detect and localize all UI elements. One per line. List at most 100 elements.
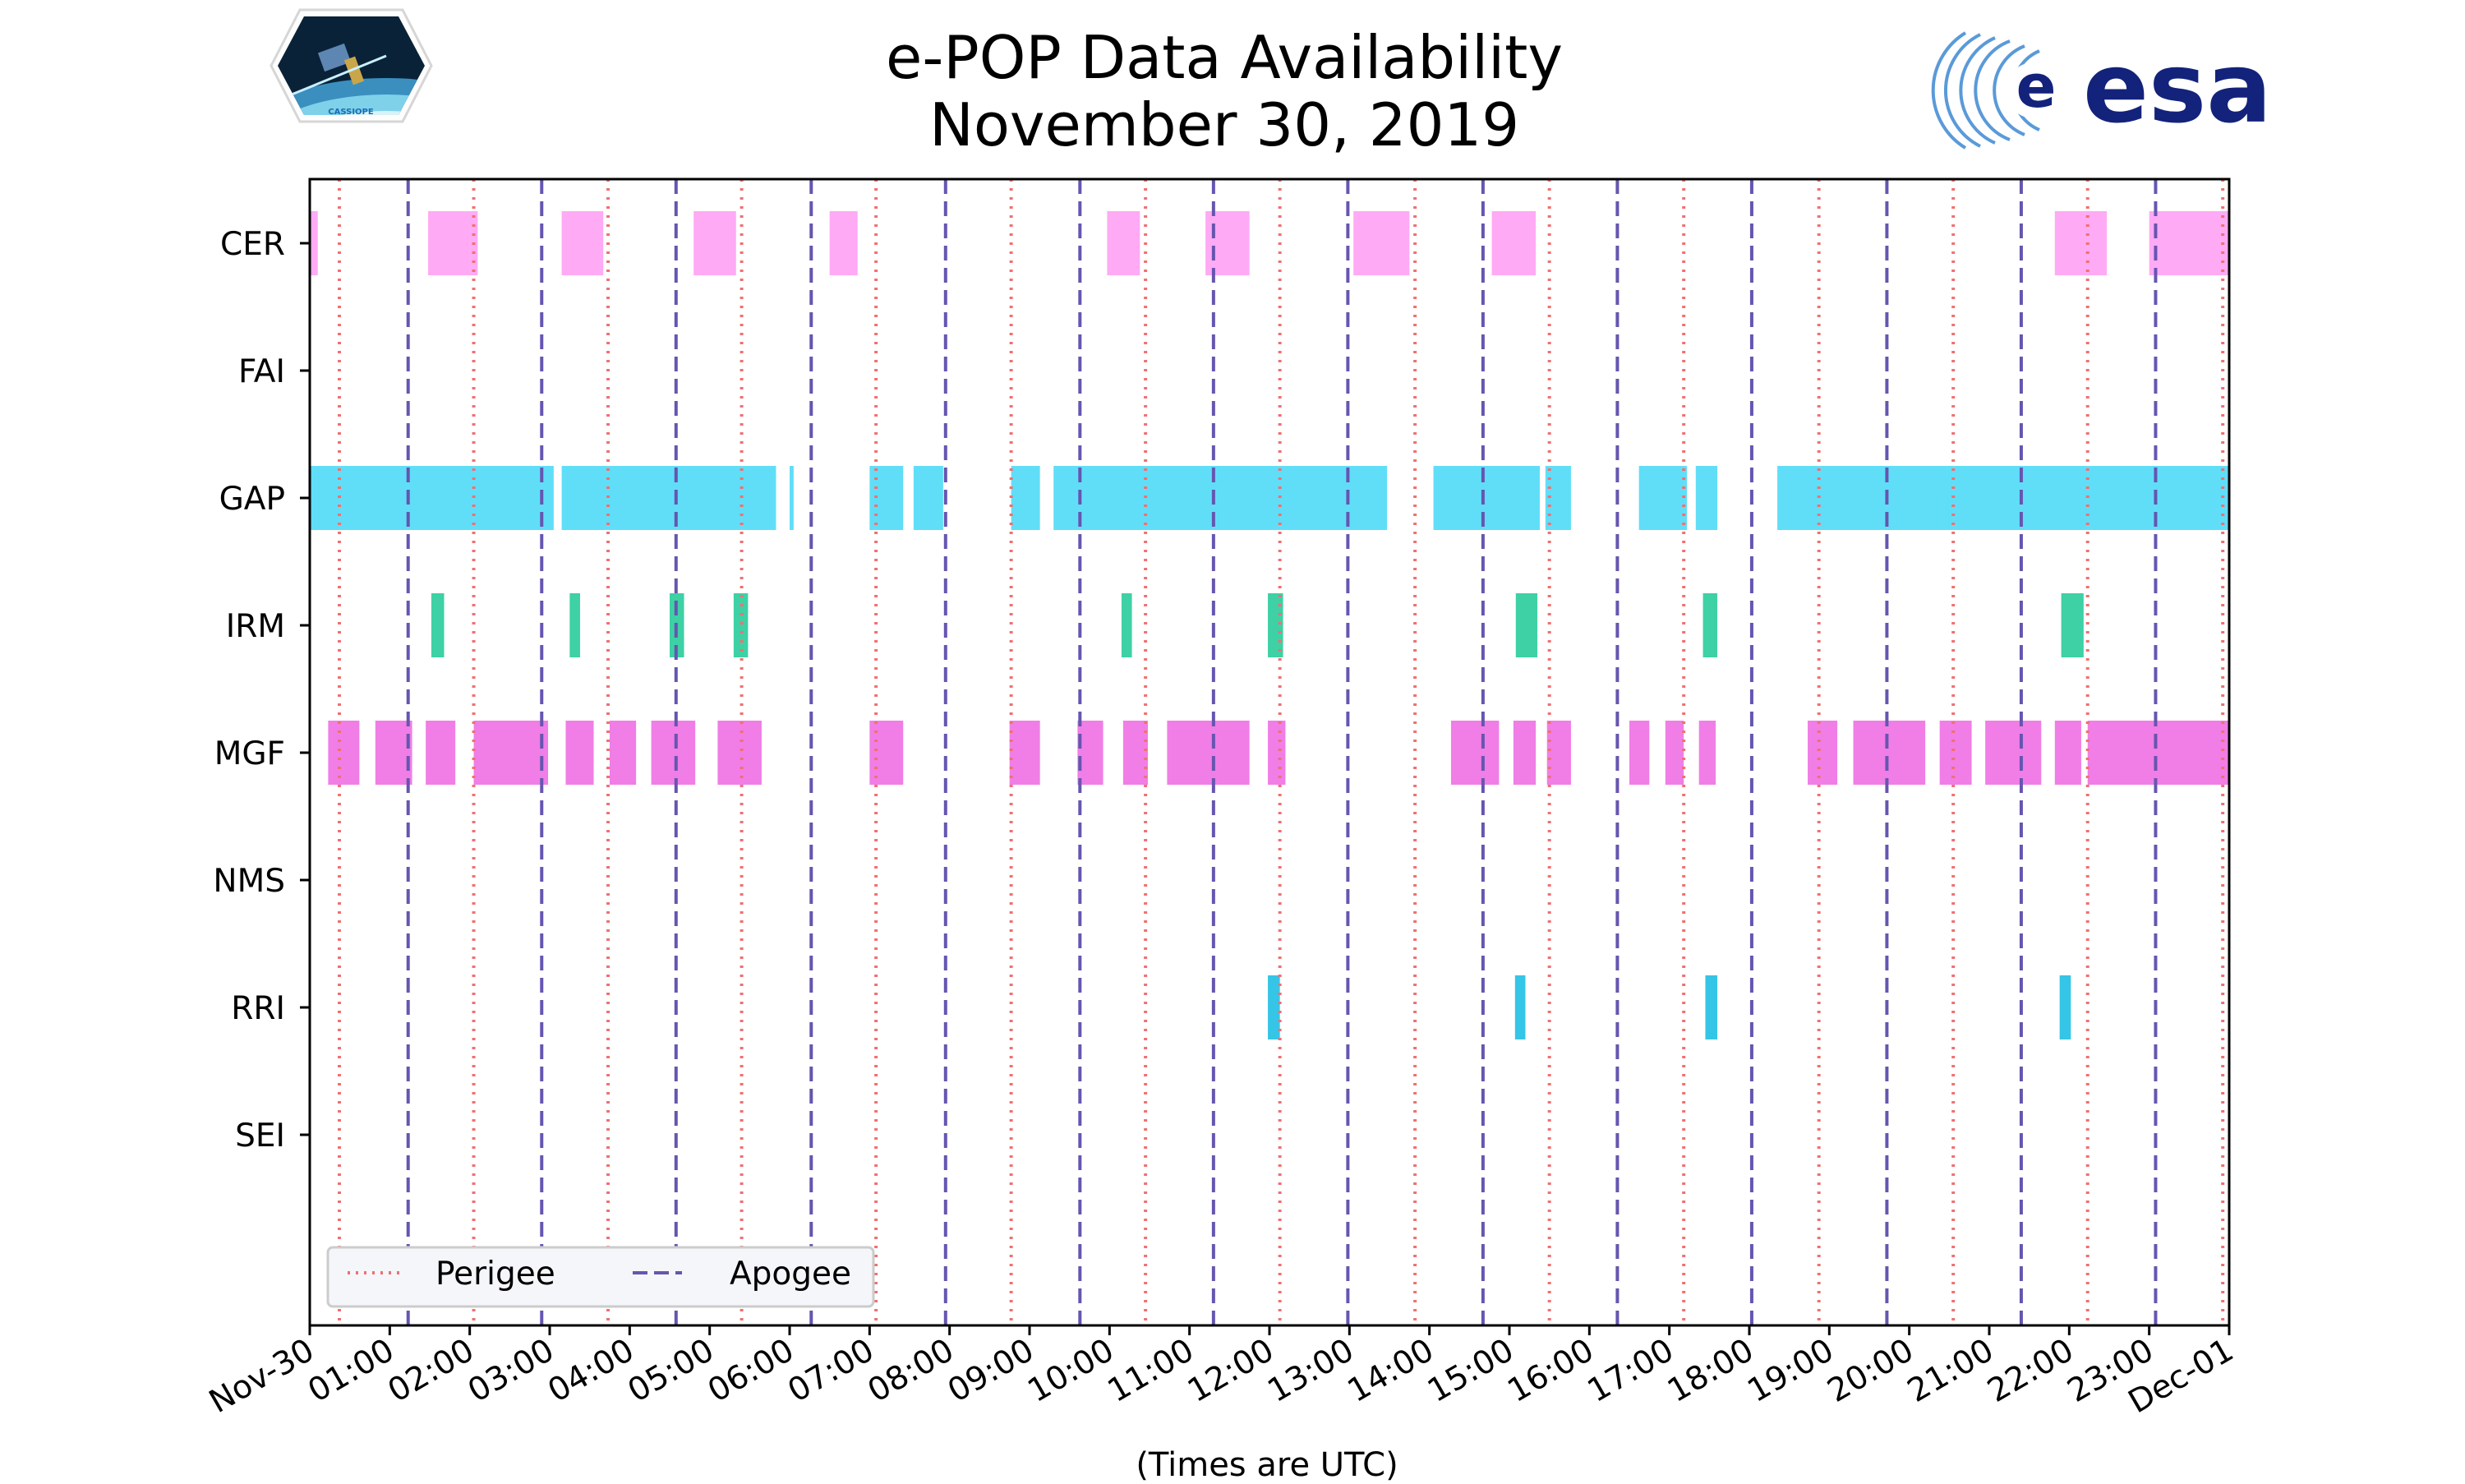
- x-tick-label-21: 21:00: [1901, 1332, 2000, 1410]
- x-tick-label-7: 07:00: [781, 1332, 880, 1410]
- legend-box: [326, 1246, 875, 1308]
- bar-gap-6: [1053, 466, 1388, 530]
- bar-gap-10: [1695, 466, 1718, 530]
- x-tick-label-4: 04:00: [541, 1332, 640, 1410]
- x-tick-label-22: 22:00: [1981, 1332, 2080, 1410]
- legend-perigee-label: Perigee: [435, 1256, 555, 1293]
- x-tick-label-15: 15:00: [1421, 1332, 1520, 1410]
- bar-mgf-16: [1546, 721, 1571, 785]
- bar-mgf-9: [1009, 721, 1040, 785]
- bar-mgf-5: [610, 721, 637, 785]
- bar-mgf-10: [1077, 721, 1103, 785]
- y-tick-label-rri: RRI: [231, 990, 285, 1027]
- x-tick-label-19: 19:00: [1741, 1332, 1840, 1410]
- x-tick-label-12: 12:00: [1182, 1332, 1280, 1410]
- bar-mgf-3: [473, 721, 549, 785]
- bar-irm-3: [733, 593, 749, 657]
- legend-apogee-label: Apogee: [730, 1256, 851, 1293]
- legend: Perigee Apogee: [326, 1246, 875, 1308]
- bar-gap-1: [561, 466, 776, 530]
- bar-gap-4: [913, 466, 943, 530]
- bar-mgf-7: [717, 721, 762, 785]
- bar-cer-6: [1205, 211, 1250, 275]
- bar-mgf-12: [1167, 721, 1250, 785]
- bar-mgf-15: [1513, 721, 1537, 785]
- bar-mgf-17: [1629, 721, 1650, 785]
- orbit-event-lines: [338, 179, 2225, 1325]
- bar-mgf-13: [1268, 721, 1286, 785]
- bar-cer-5: [1107, 211, 1140, 275]
- x-tick-label-3: 03:00: [462, 1332, 560, 1410]
- bar-gap-7: [1433, 466, 1540, 530]
- bar-cer-4: [829, 211, 858, 275]
- bar-mgf-21: [1853, 721, 1926, 785]
- bar-gap-5: [1011, 466, 1040, 530]
- bar-irm-0: [431, 593, 445, 657]
- bar-mgf-25: [2087, 721, 2229, 785]
- bar-irm-8: [2061, 593, 2084, 657]
- x-tick-label-11: 11:00: [1102, 1332, 1200, 1410]
- y-tick-label-mgf: MGF: [214, 735, 285, 772]
- bar-rri-0: [1268, 975, 1280, 1039]
- y-tick-label-sei: SEI: [235, 1118, 285, 1154]
- interval-bars: [310, 211, 2229, 1039]
- bar-mgf-11: [1122, 721, 1149, 785]
- bar-cer-9: [2054, 211, 2108, 275]
- plot-area: CER FAI GAP IRM MGF NMS RRI SEI Nov-3001:0002:0…: [203, 177, 2240, 1421]
- x-tick-label-18: 18:00: [1661, 1332, 1760, 1410]
- bar-rri-3: [2059, 975, 2071, 1039]
- x-tick-label-13: 13:00: [1261, 1332, 1360, 1410]
- bar-cer-0: [310, 211, 318, 275]
- bar-cer-1: [428, 211, 478, 275]
- x-tick-label-6: 06:00: [702, 1332, 800, 1410]
- x-tick-label-1: 01:00: [302, 1332, 400, 1410]
- bar-gap-9: [1638, 466, 1688, 530]
- bar-mgf-24: [2054, 721, 2081, 785]
- bar-rri-1: [1514, 975, 1526, 1039]
- bar-mgf-22: [1939, 721, 1972, 785]
- y-tick-label-fai: FAI: [238, 353, 285, 390]
- esa-logo-text: esa: [2083, 31, 2272, 145]
- x-tick-label-17: 17:00: [1582, 1332, 1680, 1410]
- bar-mgf-0: [328, 721, 360, 785]
- x-tick-label-9: 09:00: [942, 1332, 1040, 1410]
- bar-mgf-1: [375, 721, 412, 785]
- bar-rri-2: [1705, 975, 1718, 1039]
- bar-gap-11: [1777, 466, 2229, 530]
- bar-mgf-8: [869, 721, 904, 785]
- bar-mgf-2: [426, 721, 456, 785]
- x-tick-label-20: 20:00: [1822, 1332, 1920, 1410]
- bar-cer-2: [561, 211, 604, 275]
- x-tick-label-8: 08:00: [862, 1332, 961, 1410]
- x-tick-label-2: 02:00: [382, 1332, 481, 1410]
- bar-cer-10: [2149, 211, 2229, 275]
- bar-irm-6: [1515, 593, 1538, 657]
- bar-gap-0: [310, 466, 554, 530]
- bar-mgf-4: [565, 721, 594, 785]
- bar-irm-5: [1268, 593, 1283, 657]
- y-tick-label-nms: NMS: [213, 863, 285, 900]
- bar-mgf-14: [1450, 721, 1500, 785]
- chart-title-line2: November 30, 2019: [928, 90, 1520, 159]
- x-tick-label-14: 14:00: [1342, 1332, 1440, 1410]
- bar-cer-3: [693, 211, 736, 275]
- bar-mgf-20: [1808, 721, 1838, 785]
- bar-cer-7: [1353, 211, 1410, 275]
- bar-irm-7: [1702, 593, 1718, 657]
- cassiope-logo-text: CASSIOPE: [328, 108, 374, 117]
- esa-logo: e esa: [1931, 31, 2272, 150]
- x-tick-label-16: 16:00: [1501, 1332, 1600, 1410]
- cassiope-mission-logo: CASSIOPE: [270, 8, 433, 123]
- bar-mgf-6: [651, 721, 696, 785]
- y-tick-label-cer: CER: [220, 226, 285, 263]
- y-tick-label-irm: IRM: [226, 608, 285, 645]
- y-tick-label-gap: GAP: [219, 481, 285, 518]
- y-axis: CER FAI GAP IRM MGF NMS RRI SEI: [213, 226, 310, 1154]
- svg-text:e: e: [2016, 52, 2057, 121]
- bar-mgf-18: [1665, 721, 1684, 785]
- x-tick-label-0: Nov-30: [203, 1332, 320, 1421]
- bar-mgf-19: [1698, 721, 1716, 785]
- x-axis-label: (Times are UTC): [1136, 1446, 1398, 1484]
- chart-title-line1: e-POP Data Availability: [886, 23, 1563, 92]
